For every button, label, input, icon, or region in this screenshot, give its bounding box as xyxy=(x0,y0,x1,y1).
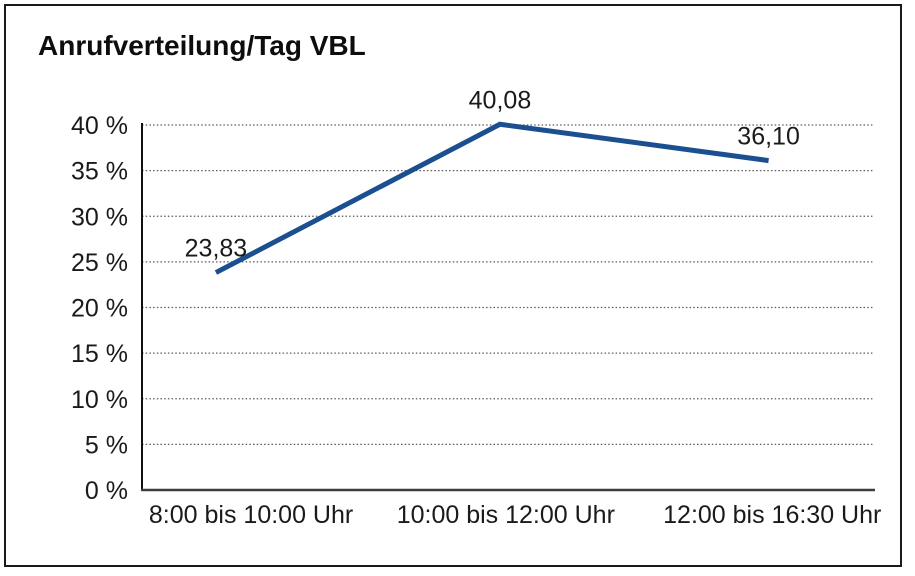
data-point-label: 23,83 xyxy=(185,235,248,263)
y-tick-label: 20 % xyxy=(71,295,128,323)
x-category-labels: 8:00 bis 10:00 Uhr 10:00 bis 12:00 Uhr 12:… xyxy=(149,501,881,529)
data-point-label: 40,08 xyxy=(469,86,532,114)
x-category-label: 10:00 bis 12:00 Uhr xyxy=(397,501,615,529)
y-tick-labels: 0 % 5 % 10 % 15 % 20 % 25 % 30 % 35 % 40 % xyxy=(71,112,128,505)
data-point-label: 36,10 xyxy=(737,123,800,151)
y-tick-label: 5 % xyxy=(85,431,128,459)
x-category-label: 8:00 bis 10:00 Uhr xyxy=(149,501,353,529)
data-line xyxy=(214,121,769,275)
y-tick-label: 30 % xyxy=(71,203,128,231)
y-tick-label: 40 % xyxy=(71,112,128,140)
y-tick-label: 25 % xyxy=(71,249,128,277)
y-tick-label: 10 % xyxy=(71,386,128,414)
y-tick-label: 0 % xyxy=(85,477,128,505)
chart-title: Anrufverteilung/Tag VBL xyxy=(38,30,366,61)
x-category-label: 12:00 bis 16:30 Uhr xyxy=(663,501,881,529)
y-tick-label: 35 % xyxy=(71,158,128,186)
y-tick-label: 15 % xyxy=(71,340,128,368)
gridlines xyxy=(142,124,874,445)
data-point-labels: 23,83 40,08 36,10 xyxy=(185,86,800,262)
